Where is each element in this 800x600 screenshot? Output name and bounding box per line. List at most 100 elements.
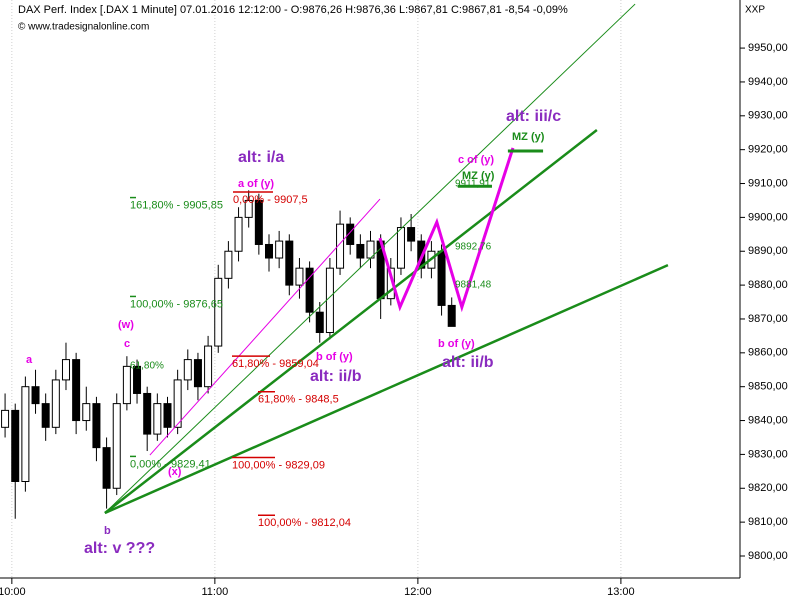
candle-body (325, 267, 334, 334)
candle-body (31, 386, 40, 405)
candle-body (244, 199, 253, 218)
wave-label: (w) (118, 319, 134, 331)
fib-label: 100,00% - 9812,04 (258, 517, 351, 529)
y-tick-label: 9950,00 (748, 42, 788, 54)
y-tick-label: 9880,00 (748, 279, 788, 291)
y-tick-label: 9840,00 (748, 414, 788, 426)
annotations: a c (w) b alt: v ??? (x) alt: i/a a of (… (26, 108, 561, 557)
y-tick-label: 9920,00 (748, 144, 788, 156)
price-label: 9881,48 (455, 280, 492, 291)
zone-label: MZ (y) (462, 170, 495, 182)
y-tick-label: 9930,00 (748, 110, 788, 122)
candle-body (285, 240, 294, 286)
candle-body (143, 392, 152, 435)
fib-label: 100,00% - 9829,09 (232, 459, 325, 471)
candle-body (11, 409, 20, 482)
candle-body (447, 304, 456, 327)
candle-body (21, 386, 30, 482)
wave-label: a (26, 354, 33, 366)
alt-label: alt: i/a (238, 149, 284, 166)
axes: 9800,00 9810,00 9820,00 9830,00 9840,00 9850,… (0, 42, 788, 598)
x-tick-label: 12:00 (404, 586, 432, 598)
price-label: 9911,91 (455, 179, 491, 190)
axis-label: XXP (745, 5, 765, 16)
x-tick-label: 13:00 (607, 586, 635, 598)
candle-body (72, 359, 81, 422)
chart-subtitle: © www.tradesignalonline.com (18, 22, 149, 33)
price-label: 9892,76 (455, 242, 492, 253)
y-tick-label: 9810,00 (748, 516, 788, 528)
candle-body (214, 277, 223, 347)
candle-body (41, 403, 50, 428)
candle-body (133, 365, 142, 394)
candle-body (356, 243, 365, 259)
alt-label: alt: v ??? (84, 540, 155, 557)
candle-body (295, 267, 304, 286)
candle-body (204, 345, 213, 388)
fib-label: 0,00% - 9829,41 (130, 458, 211, 470)
x-tick-label: 11:00 (202, 586, 229, 598)
y-tick-label: 9800,00 (748, 550, 788, 562)
candle-body (193, 359, 202, 388)
candle-body (396, 227, 405, 269)
candle-body (264, 243, 273, 259)
candle-body (173, 379, 182, 428)
candle-body (163, 403, 172, 428)
candle-body (224, 250, 233, 279)
candle-body (122, 365, 131, 405)
candle-body (183, 359, 192, 381)
y-tick-label: 9820,00 (748, 482, 788, 494)
candle-body (92, 403, 101, 449)
candle-body (346, 223, 355, 245)
candle-body (61, 359, 70, 381)
y-tick-label: 9860,00 (748, 347, 788, 359)
candle-body (234, 216, 243, 252)
fib-label: 61,80% - 9848,5 (258, 394, 339, 406)
projection-path (378, 147, 515, 313)
candle-body (305, 267, 314, 313)
candle-body (1, 409, 10, 428)
candle-body (153, 403, 162, 435)
candle-body (275, 240, 284, 259)
wave-label: b (104, 525, 111, 537)
wave-label: b of (y) (438, 338, 475, 350)
y-tick-label: 9910,00 (748, 177, 788, 189)
fib-label: 0,00% - 9907,5 (233, 194, 308, 206)
wave-label: (x) (168, 466, 182, 478)
fib-label: 161,80% - 9905,85 (130, 199, 223, 211)
wave-label: c of (y) (458, 154, 494, 166)
axis-panel (740, 0, 800, 600)
candle-body (336, 223, 345, 269)
wave-label: b of (y) (316, 351, 353, 363)
y-tick-label: 9870,00 (748, 313, 788, 325)
y-tick-label: 9900,00 (748, 211, 788, 223)
wave-label: a of (y) (238, 178, 274, 190)
wave-label: c (124, 338, 130, 350)
fib-label: 61,80% - 9859,04 (232, 358, 319, 370)
y-tick-label: 9830,00 (748, 448, 788, 460)
alt-label: alt: ii/b (310, 368, 362, 385)
trend-line (149, 198, 381, 456)
trend-line (104, 129, 598, 514)
x-tick-label: 10:00 (0, 586, 26, 598)
y-tick-label: 9890,00 (748, 245, 788, 257)
chart-title: DAX Perf. Index [.DAX 1 Minute] 07.01.20… (18, 4, 568, 16)
y-tick-label: 9940,00 (748, 76, 788, 88)
fib-label: 61,80% (130, 361, 164, 372)
candle-body (112, 403, 121, 489)
y-tick-label: 9850,00 (748, 381, 788, 393)
candle-body (102, 447, 111, 489)
candle-body (315, 311, 324, 334)
candle-body (407, 227, 416, 242)
alt-label: alt: iii/c (506, 108, 561, 125)
alt-label: alt: ii/b (442, 354, 494, 371)
candle-body (437, 250, 446, 306)
candle-body (254, 199, 263, 245)
trend-line (104, 263, 669, 515)
plot: 0,00% - 9907,5 61,80% - 9859,04 61,80% - 9… (1, 3, 669, 529)
candle-body (82, 403, 91, 422)
zone-label: MZ (y) (512, 131, 545, 143)
axis-panel (0, 578, 800, 600)
